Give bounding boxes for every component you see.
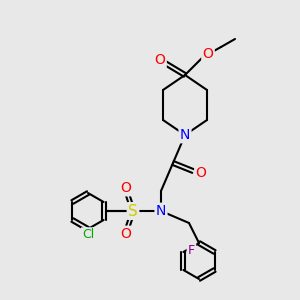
Text: O: O	[202, 47, 213, 61]
Text: O: O	[154, 53, 165, 67]
Text: S: S	[128, 203, 138, 218]
Text: N: N	[156, 204, 166, 218]
Text: O: O	[196, 166, 206, 180]
Text: O: O	[121, 181, 131, 195]
Text: N: N	[180, 128, 190, 142]
Text: F: F	[188, 244, 195, 256]
Text: O: O	[121, 227, 131, 241]
Text: Cl: Cl	[82, 229, 94, 242]
